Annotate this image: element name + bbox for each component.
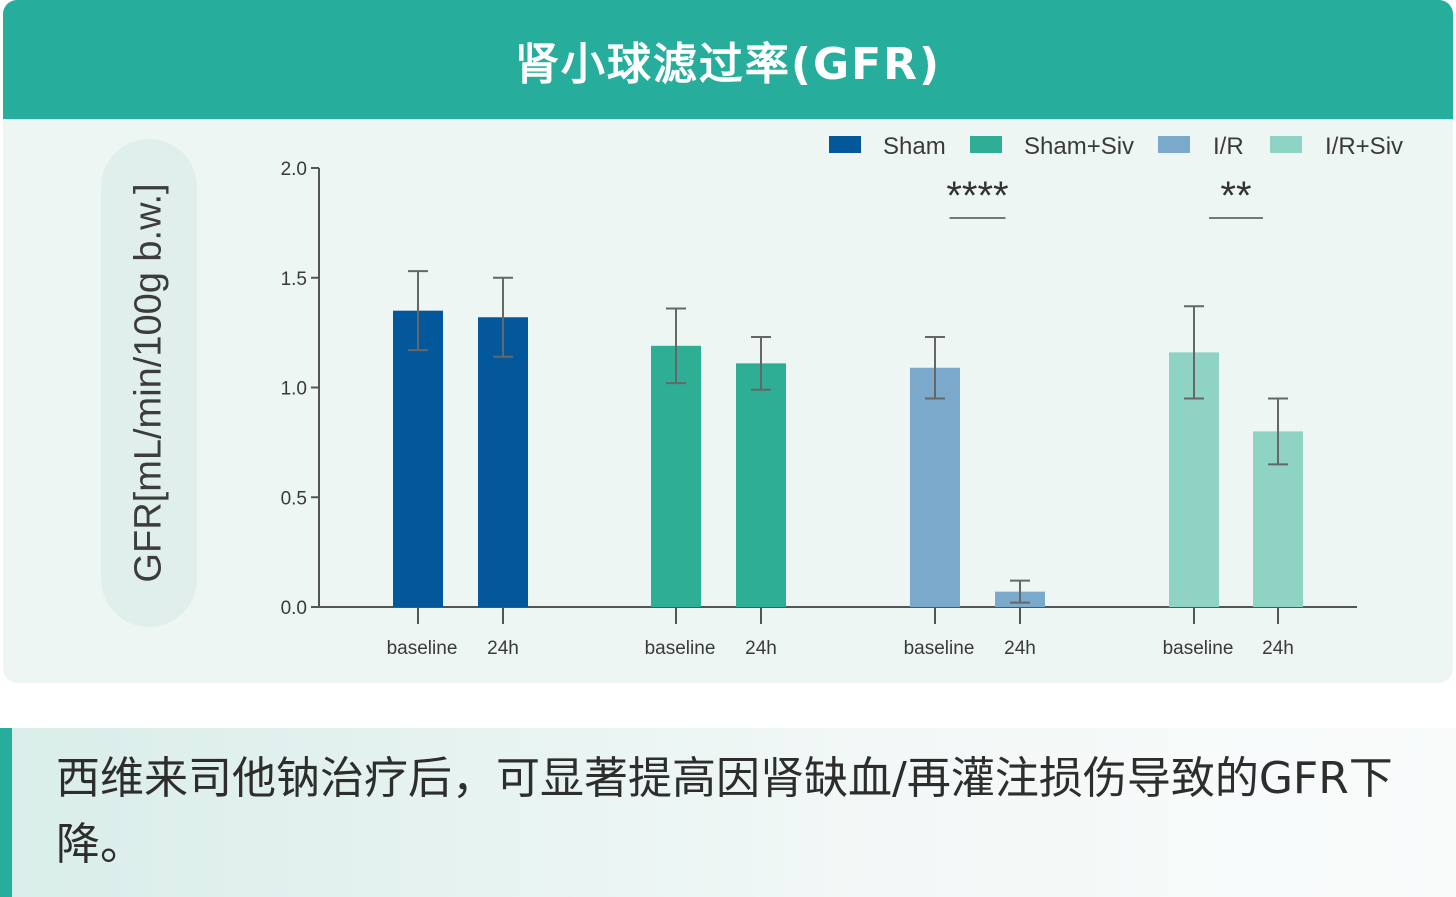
- bar-sham-baseline: [393, 310, 443, 607]
- x-tick-label: baseline: [387, 638, 458, 659]
- legend-swatch: [1158, 136, 1190, 153]
- x-tick-label: baseline: [1163, 638, 1234, 659]
- x-tick-label: baseline: [904, 638, 975, 659]
- y-axis-label-pill: [101, 139, 197, 627]
- legend-label: I/R: [1213, 133, 1244, 160]
- bar-sham-siv-24h: [736, 363, 786, 607]
- y-tick-label: 0.0: [281, 598, 307, 619]
- y-tick-label: 1.0: [281, 379, 307, 400]
- legend-swatch: [829, 136, 861, 153]
- caption-accent-bar: [0, 728, 12, 897]
- bar-i-r-baseline: [910, 367, 960, 607]
- chart-header: 肾小球滤过率(GFR): [3, 0, 1453, 119]
- x-tick-label: 24h: [745, 638, 777, 659]
- legend-label: Sham: [883, 133, 946, 160]
- caption-text: 西维来司他钠治疗后，可显著提高因肾缺血/再灌注损伤导致的GFR下降。: [56, 753, 1393, 870]
- chart-card: 肾小球滤过率(GFR) GFR[mL/min/100g b.w.]: [3, 0, 1453, 683]
- x-tick-label: baseline: [645, 638, 716, 659]
- significance-label: **: [1220, 174, 1251, 218]
- legend-label: Sham+Siv: [1024, 133, 1134, 160]
- legend-swatch: [970, 136, 1002, 153]
- x-tick-label: 24h: [1004, 638, 1036, 659]
- y-tick-label: 2.0: [281, 159, 307, 180]
- bar-sham-24h: [478, 317, 528, 607]
- legend-swatch: [1270, 136, 1302, 153]
- chart-title: 肾小球滤过率(GFR): [514, 38, 942, 90]
- legend-label: I/R+Siv: [1325, 133, 1403, 160]
- significance-label: ****: [946, 174, 1008, 218]
- x-tick-label: 24h: [487, 638, 519, 659]
- y-tick-label: 0.5: [281, 488, 307, 509]
- bar-sham-siv-baseline: [651, 345, 701, 607]
- caption-box: 西维来司他钠治疗后，可显著提高因肾缺血/再灌注损伤导致的GFR下降。: [0, 728, 1456, 897]
- y-tick-label: 1.5: [281, 269, 307, 290]
- x-tick-label: 24h: [1262, 638, 1294, 659]
